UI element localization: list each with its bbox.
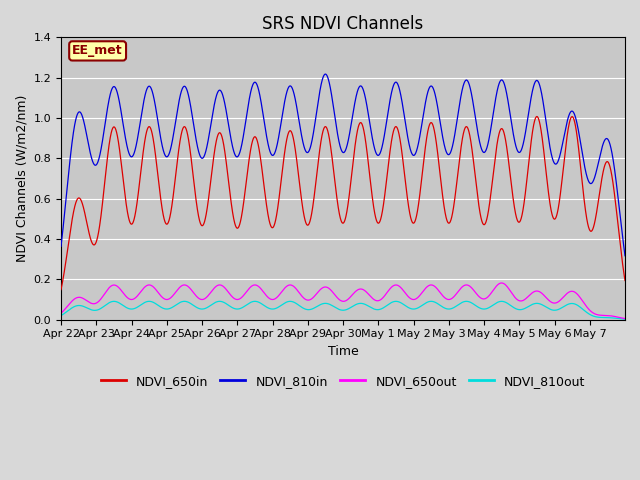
NDVI_810in xyxy=(621,253,629,259)
NDVI_650out xyxy=(86,300,93,305)
NDVI_650out xyxy=(391,282,399,288)
NDVI_810out xyxy=(506,301,513,307)
NDVI_810out xyxy=(145,299,153,304)
NDVI_810in xyxy=(261,125,269,131)
NDVI_810out xyxy=(86,306,93,312)
NDVI_810in xyxy=(476,137,483,143)
NDVI_650out xyxy=(57,311,65,316)
X-axis label: Time: Time xyxy=(328,345,358,358)
Line: NDVI_650in: NDVI_650in xyxy=(61,117,625,289)
NDVI_810in xyxy=(86,146,93,152)
NDVI_810in xyxy=(321,71,329,77)
NDVI_650in xyxy=(261,192,269,198)
NDVI_650in xyxy=(57,287,65,292)
NDVI_650in xyxy=(86,231,93,237)
NDVI_650out xyxy=(506,287,513,292)
NDVI_650in xyxy=(533,114,541,120)
NDVI_810in xyxy=(391,80,399,86)
NDVI_810out xyxy=(621,316,629,322)
Legend: NDVI_650in, NDVI_810in, NDVI_650out, NDVI_810out: NDVI_650in, NDVI_810in, NDVI_650out, NDV… xyxy=(95,370,591,393)
NDVI_810out xyxy=(57,312,65,318)
Line: NDVI_810out: NDVI_810out xyxy=(61,301,625,319)
NDVI_650in xyxy=(391,125,399,131)
Line: NDVI_810in: NDVI_810in xyxy=(61,74,625,256)
Text: EE_met: EE_met xyxy=(72,44,123,58)
NDVI_650in xyxy=(415,195,423,201)
NDVI_650in xyxy=(476,204,483,210)
NDVI_650out xyxy=(498,280,506,286)
Title: SRS NDVI Channels: SRS NDVI Channels xyxy=(262,15,424,33)
NDVI_650out xyxy=(261,291,269,297)
NDVI_810out xyxy=(476,305,483,311)
Y-axis label: NDVI Channels (W/m2/nm): NDVI Channels (W/m2/nm) xyxy=(15,95,28,262)
NDVI_810out xyxy=(391,299,399,304)
NDVI_810out xyxy=(262,303,269,309)
NDVI_810in xyxy=(57,243,65,249)
NDVI_650in xyxy=(506,164,513,169)
Line: NDVI_650out: NDVI_650out xyxy=(61,283,625,319)
NDVI_650out xyxy=(476,294,483,300)
NDVI_650out xyxy=(621,316,629,322)
NDVI_650out xyxy=(415,293,423,299)
NDVI_650in xyxy=(621,277,629,283)
NDVI_810out xyxy=(415,304,423,310)
NDVI_810in xyxy=(506,106,513,112)
NDVI_810in xyxy=(415,135,423,141)
